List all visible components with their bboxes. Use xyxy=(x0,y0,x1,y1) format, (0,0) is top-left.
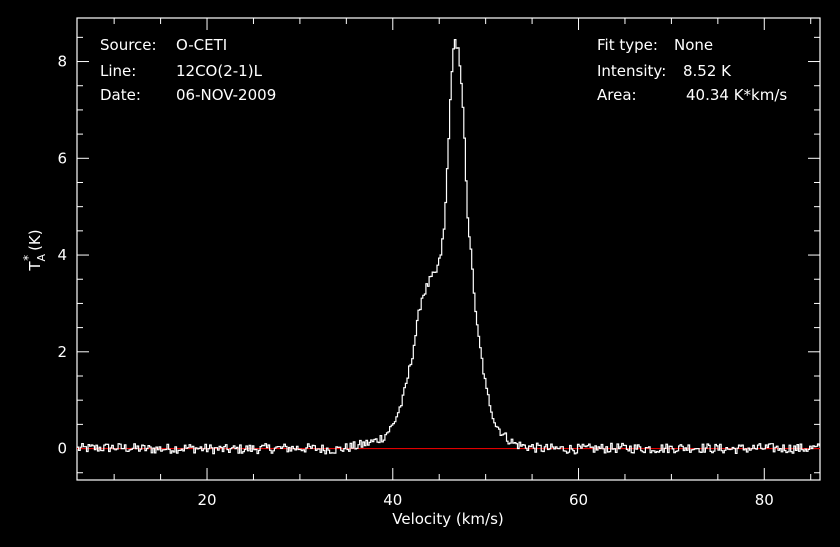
area-value: 40.34 K*km/s xyxy=(686,86,787,104)
area-label: Area: xyxy=(597,86,637,104)
y-tick-label: 2 xyxy=(57,343,67,361)
intensity-value: 8.52 K xyxy=(683,62,732,80)
y-tick-label: 4 xyxy=(57,246,67,264)
fit-value: None xyxy=(674,36,713,54)
date-label: Date: xyxy=(100,86,141,104)
tick-labels: 20 40 60 80 0 2 4 6 8 xyxy=(57,53,773,509)
svg-text:TA*(K): TA* (K) xyxy=(21,229,48,271)
x-tick-label: 60 xyxy=(569,491,588,509)
source-value: O-CETI xyxy=(176,36,227,54)
spectrum-line xyxy=(77,39,820,455)
y-tick-label: 6 xyxy=(57,149,67,167)
intensity-label: Intensity: xyxy=(597,62,666,80)
y-label-unit: (K) xyxy=(26,229,44,251)
date-value: 06-NOV-2009 xyxy=(176,86,276,104)
x-axis-label: Velocity (km/s) xyxy=(392,510,503,528)
y-tick-label: 0 xyxy=(57,440,67,458)
axis-ticks xyxy=(77,18,820,480)
line-label: Line: xyxy=(100,62,136,80)
plot-frame xyxy=(76,17,821,481)
y-label-main: T xyxy=(26,261,44,272)
x-tick-label: 40 xyxy=(383,491,402,509)
y-label-sub: A xyxy=(35,253,48,261)
source-label: Source: xyxy=(100,36,157,54)
x-tick-label: 20 xyxy=(197,491,216,509)
line-value: 12CO(2-1)L xyxy=(176,62,263,80)
x-tick-label: 80 xyxy=(755,491,774,509)
fit-label: Fit type: xyxy=(597,36,658,54)
y-tick-label: 8 xyxy=(57,53,67,71)
y-axis-label: TA* (K) xyxy=(21,229,48,271)
y-label-sup: * xyxy=(21,255,35,261)
